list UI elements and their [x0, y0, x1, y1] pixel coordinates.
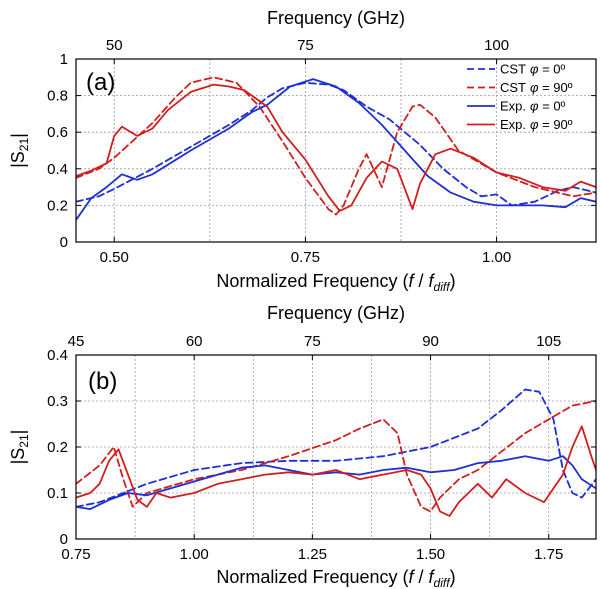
x-tick-label: 1.25 — [298, 546, 327, 563]
top-tick-labels: 45 60 75 90 105 — [68, 333, 562, 350]
x-tick-label: 0.75 — [61, 546, 90, 563]
legend-entry-prefix: CST — [500, 80, 526, 95]
x-axis-title-part: f — [409, 567, 416, 587]
y-axis-title-sub: 21 — [17, 138, 31, 152]
y-tick-label: 0.2 — [47, 439, 68, 456]
x-axis-title-part: diff — [434, 576, 452, 589]
y-tick-label: 0.4 — [47, 347, 68, 364]
top-tick-label: 105 — [536, 333, 561, 350]
series-line-4 — [76, 425, 596, 517]
y-axis-title: |S21| — [8, 430, 31, 465]
legend: CST φ = 0º CST φ = 90º Exp. φ = 0º Exp. φ = 90º — [467, 62, 573, 132]
x-tick-label: 0.50 — [100, 249, 129, 266]
x-axis-title-part: ) — [450, 271, 456, 291]
y-tick-label: 0.2 — [47, 197, 68, 214]
x-tick-label: 1.00 — [180, 546, 209, 563]
x-axis-title-part: diff — [434, 280, 452, 294]
y-tick-labels: 0 0.2 0.4 0.6 0.8 1 — [47, 51, 68, 251]
legend-entry-prefix: Exp. — [500, 117, 526, 132]
x-axis-title-part: Normalized Frequency ( — [216, 271, 408, 291]
grid — [75, 355, 596, 539]
y-tick-label: 0.3 — [47, 393, 68, 410]
legend-entry-value: = 0º — [539, 99, 566, 114]
top-tick-label: 75 — [304, 333, 321, 350]
top-tick-label: 90 — [422, 333, 439, 350]
y-tick-label: 0 — [60, 234, 68, 251]
plot-frame — [75, 58, 597, 243]
x-tick-labels: 0.50 0.75 1.00 — [100, 249, 512, 266]
series-line-2 — [76, 400, 596, 513]
x-tick-label: 1.75 — [534, 546, 563, 563]
y-tick-label: 1 — [60, 51, 68, 68]
legend-entry: CST φ = 0º — [500, 62, 566, 77]
series-group — [76, 76, 596, 221]
y-tick-label: 0.4 — [47, 161, 68, 178]
top-axis-title: Frequency (GHz) — [267, 303, 405, 323]
top-tick-label: 50 — [106, 37, 123, 54]
y-tick-labels: 0 0.1 0.2 0.3 0.4 — [47, 347, 68, 548]
top-tick-labels: 50 75 100 — [106, 37, 509, 54]
top-tick-label: 60 — [186, 333, 203, 350]
panel-b: 0.75 1.00 1.25 1.50 1.75 45 60 75 90 105 0 0.1 0.2 0.… — [8, 303, 597, 589]
top-tick-label: 75 — [297, 37, 314, 54]
y-axis-title-sub: 21 — [17, 434, 31, 448]
x-axis-title-part: / — [414, 567, 429, 587]
series-line-4 — [76, 83, 596, 212]
series-group — [76, 388, 596, 517]
x-axis-title-part: / — [414, 271, 429, 291]
legend-entry-value: = 90º — [538, 80, 572, 95]
series-line-3 — [76, 455, 596, 510]
x-axis-title-part: Normalized Frequency ( — [216, 567, 408, 587]
x-tick-labels: 0.75 1.00 1.25 1.50 1.75 — [61, 546, 563, 563]
top-tick-label: 100 — [484, 37, 509, 54]
x-axis-title-part: f — [409, 271, 416, 291]
x-axis-title-part: f — [429, 567, 436, 587]
legend-entry: Exp. φ = 90º — [500, 117, 573, 132]
legend-entry: CST φ = 90º — [500, 80, 573, 95]
panel-a: 0.50 0.75 1.00 50 75 100 0 0.2 0.4 0.6 0.8 1 Frequen… — [8, 8, 597, 294]
panel-label: (a) — [86, 69, 115, 96]
x-axis-title-part: ) — [450, 567, 456, 587]
series-line-1 — [76, 388, 596, 508]
legend-entry-value: = 90º — [539, 117, 573, 132]
panel-label: (b) — [88, 368, 117, 395]
x-axis-title-part: f — [429, 271, 436, 291]
x-axis-title: Normalized Frequency (f / fdiff) — [216, 567, 455, 589]
top-tick-label: 45 — [68, 333, 85, 350]
x-axis-title: Normalized Frequency (f / fdiff) — [216, 271, 455, 294]
legend-entry-value: = 0º — [538, 62, 565, 77]
y-axis-title: |S21| — [8, 133, 31, 168]
y-tick-label: 0 — [60, 531, 68, 548]
y-tick-label: 0.8 — [47, 88, 68, 105]
legend-entry-var: φ — [530, 117, 539, 132]
y-axis-title-end: | — [8, 430, 28, 435]
legend-entry-prefix: Exp. — [500, 99, 526, 114]
x-tick-label: 1.50 — [416, 546, 445, 563]
y-tick-label: 0.6 — [47, 124, 68, 141]
x-tick-label: 0.75 — [291, 249, 320, 266]
y-axis-title-end: | — [8, 133, 28, 138]
top-axis-title: Frequency (GHz) — [267, 8, 405, 28]
series-line-3 — [76, 78, 596, 221]
legend-entry: Exp. φ = 0º — [500, 99, 566, 114]
legend-entry-var: φ — [530, 62, 539, 77]
y-axis-title-main: |S — [8, 448, 28, 465]
x-tick-label: 1.00 — [482, 249, 511, 266]
legend-entry-var: φ — [530, 80, 539, 95]
legend-entry-var: φ — [530, 99, 539, 114]
y-axis-title-main: |S — [8, 151, 28, 168]
y-tick-label: 0.1 — [47, 485, 68, 502]
legend-entry-prefix: CST — [500, 62, 526, 77]
